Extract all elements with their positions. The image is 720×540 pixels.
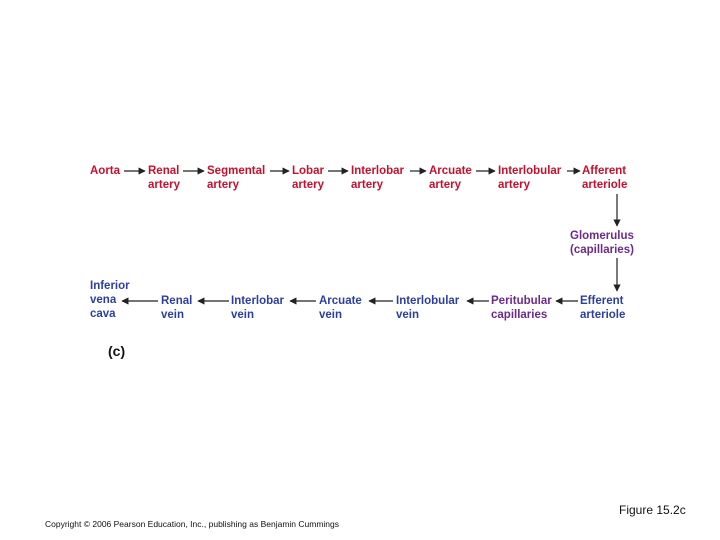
node-efferent-arteriole: Efferent arteriole: [580, 295, 626, 321]
node-afferent-arteriole: Afferent arteriole: [582, 165, 628, 191]
figure-label: Figure 15.2c: [619, 503, 686, 517]
node-lobar-artery: Lobar artery: [292, 165, 324, 191]
node-peritubular-capillaries: Peritubular capillaries: [491, 295, 552, 321]
node-interlobular-artery: Interlobular artery: [498, 165, 562, 191]
node-arcuate-vein: Arcuate vein: [319, 295, 362, 321]
node-interlobar-vein: Interlobar vein: [231, 295, 285, 321]
node-segmental-artery: Segmental artery: [207, 165, 266, 191]
panel-label: (c): [108, 343, 126, 359]
copyright-notice: Copyright © 2006 Pearson Education, Inc.…: [45, 519, 340, 529]
node-aorta: Aorta: [90, 165, 121, 177]
node-arcuate-artery: Arcuate artery: [429, 165, 472, 191]
node-renal-vein: Renal vein: [161, 295, 193, 321]
node-interlobar-artery: Interlobar artery: [351, 165, 405, 191]
node-renal-artery: Renal artery: [148, 165, 180, 191]
node-inferior-vena-cava: Inferior vena cava: [90, 280, 130, 320]
node-glomerulus: Glomerulus (capillaries): [570, 230, 634, 256]
node-interlobular-vein: Interlobular vein: [396, 295, 460, 321]
